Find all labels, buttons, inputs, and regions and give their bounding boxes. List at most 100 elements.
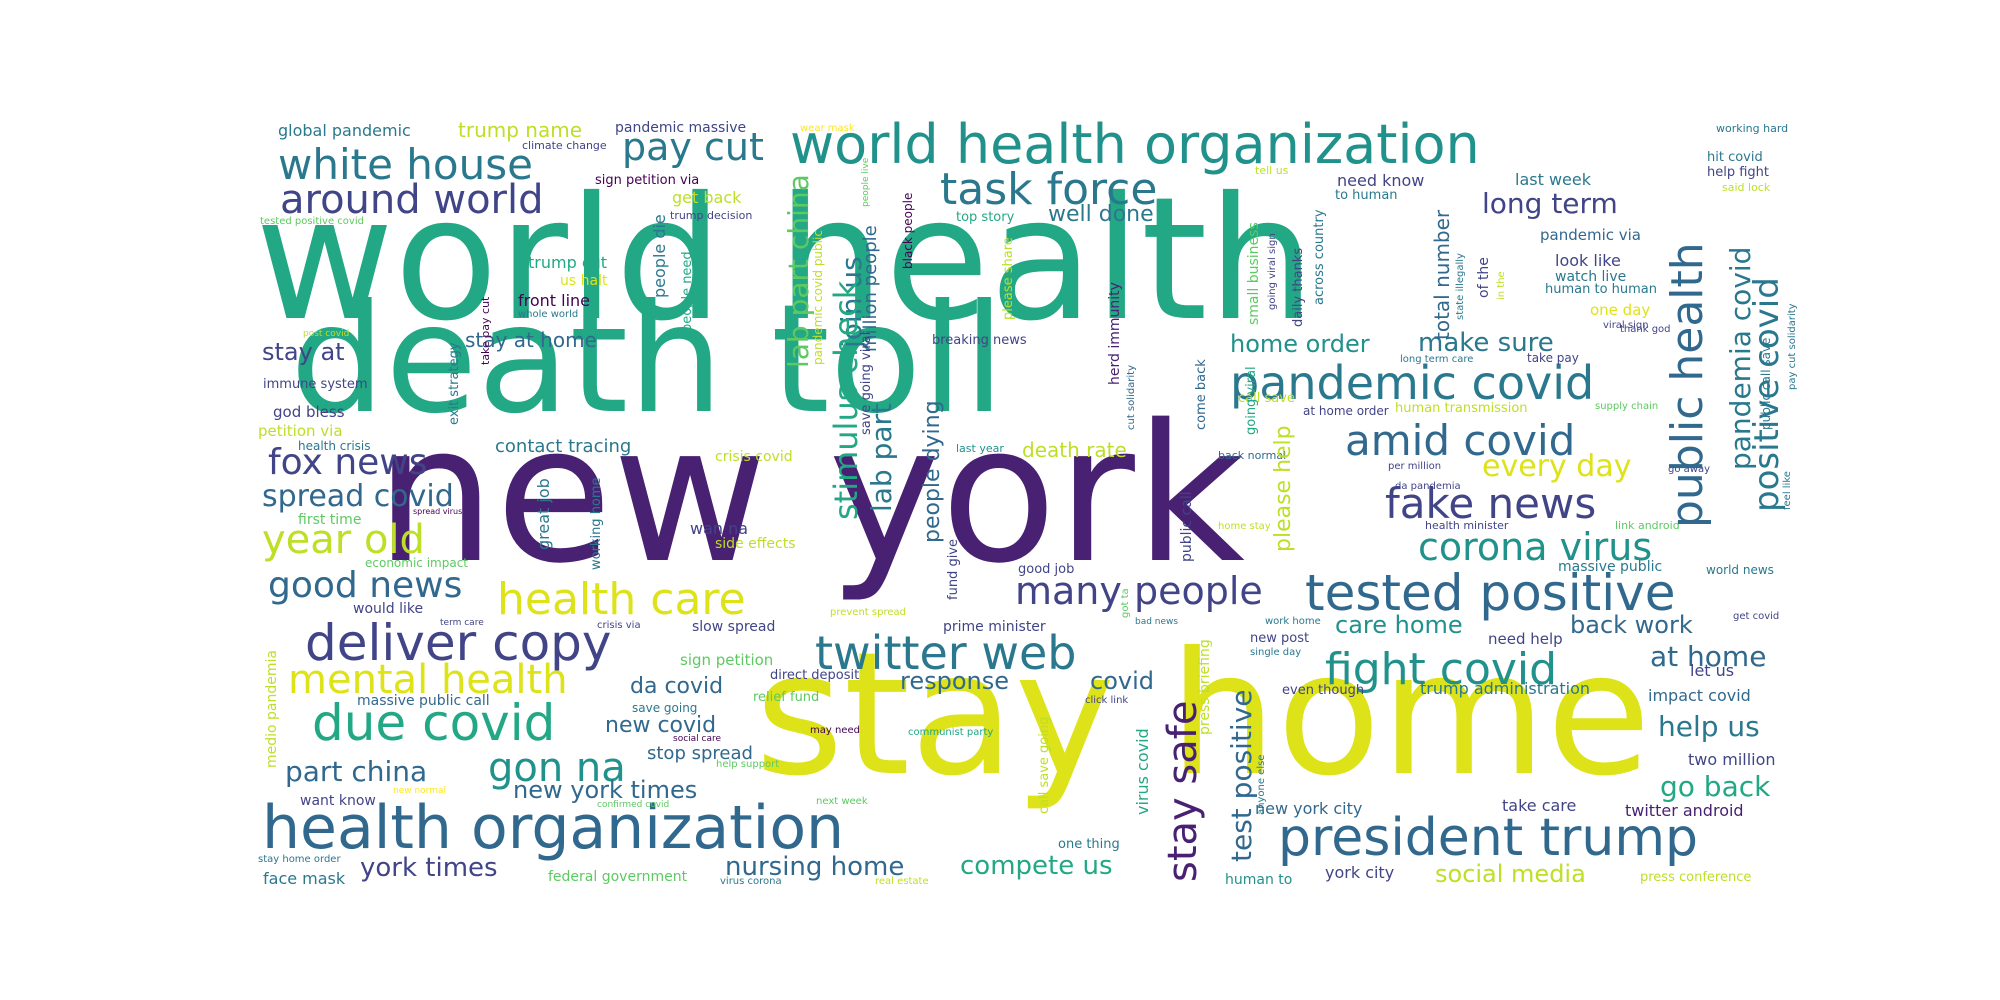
word: to human: [1335, 188, 1398, 203]
word: may need: [810, 725, 860, 736]
word: twitter web: [815, 626, 1077, 680]
word: well done: [1048, 202, 1154, 227]
word: massive public call: [357, 693, 490, 709]
word: due covid: [312, 694, 556, 752]
word: test positive: [1225, 689, 1258, 863]
word: at home order: [1303, 404, 1389, 418]
word: term care: [440, 618, 484, 628]
word: long term: [1482, 187, 1618, 220]
word: first time: [298, 512, 362, 528]
word: york city: [1325, 863, 1395, 882]
word: stay at: [262, 338, 345, 366]
word: wan na: [690, 519, 749, 538]
word: thank god: [1620, 324, 1671, 335]
word: stop spread: [647, 743, 753, 764]
word: death rate: [1022, 438, 1127, 462]
word: need help: [1488, 630, 1563, 648]
word: cut solidarity: [1126, 364, 1137, 430]
word: fox news: [268, 442, 428, 483]
word: human to human: [1545, 282, 1658, 297]
word: response: [900, 667, 1010, 695]
word: working hard: [1716, 122, 1789, 135]
word: york times: [360, 853, 498, 883]
word: last year: [956, 442, 1004, 455]
word: working home: [589, 477, 604, 570]
word: new post: [1250, 631, 1310, 646]
word: take pay cut: [479, 296, 492, 365]
word: said lock: [1722, 181, 1771, 194]
word: new normal: [393, 786, 446, 796]
word: please share: [1001, 237, 1016, 320]
word: take pay: [1527, 351, 1579, 365]
word: slow spread: [692, 619, 776, 635]
word: prime minister: [943, 619, 1046, 635]
word: contact tracing: [495, 436, 632, 457]
word: tell us: [1255, 164, 1289, 177]
word: medio pandemia: [264, 650, 280, 768]
word: many people: [1015, 569, 1263, 613]
word: world health: [255, 161, 1316, 359]
word: long term care: [1400, 354, 1474, 365]
word: da covid: [630, 674, 724, 699]
word: death toll: [290, 273, 1005, 447]
word: pay cut solidarity: [1787, 303, 1798, 390]
word: crisis via: [597, 620, 641, 631]
word: confirmed covid: [597, 800, 670, 810]
word: task force: [940, 164, 1158, 215]
word: watch live: [1555, 269, 1627, 285]
word: twitter android: [1625, 801, 1744, 820]
word: people live: [861, 157, 871, 207]
word: even though: [1282, 683, 1365, 698]
word: global pandemic: [278, 121, 411, 140]
word: good job: [1018, 562, 1075, 577]
word: lab part china: [782, 174, 815, 368]
word: two million: [1688, 750, 1776, 769]
word: corona virus: [1418, 525, 1653, 569]
word: real estate: [875, 876, 929, 887]
word: per million: [1388, 461, 1442, 472]
word: public health: [1662, 242, 1713, 528]
word: help us: [1658, 710, 1760, 743]
word: one day: [1590, 301, 1651, 319]
word: sign petition: [680, 651, 774, 669]
word: please help: [1271, 425, 1296, 552]
word: next week: [816, 796, 868, 807]
word: at home: [1650, 640, 1767, 673]
word: want know: [300, 793, 376, 809]
word: human transmission: [1395, 401, 1528, 416]
word: across country: [1312, 209, 1327, 305]
word: impact covid: [1648, 686, 1751, 705]
word: would like: [353, 601, 424, 617]
word: around world: [280, 177, 544, 223]
word: spread covid: [262, 479, 454, 514]
word: human to: [1225, 872, 1293, 888]
word: relief fund: [753, 690, 820, 705]
word: new york: [375, 384, 1245, 605]
word: call save going: [1037, 716, 1052, 814]
word: wear mask: [800, 123, 855, 134]
word: top story: [956, 210, 1015, 225]
word: virus corona: [720, 876, 782, 887]
word: stimulus check: [827, 280, 865, 520]
word: health crisis: [298, 439, 371, 453]
word: people need: [680, 251, 695, 332]
word: post covid: [303, 329, 350, 339]
word: people die: [650, 214, 669, 298]
word: good news: [268, 565, 463, 606]
word: home stay: [1218, 521, 1271, 532]
word: back work: [1570, 611, 1693, 639]
word: health care: [497, 574, 746, 625]
word: get back: [672, 188, 742, 207]
word: virus covid: [1133, 728, 1152, 815]
word: massive public: [1558, 559, 1663, 575]
word: amid covid: [1345, 416, 1576, 465]
word: supply chain: [1595, 401, 1659, 412]
word: deliver copy: [305, 614, 612, 672]
word: new covid: [605, 713, 717, 738]
word: stay home order: [258, 854, 341, 865]
word: social care: [673, 734, 722, 744]
word: pandemic massive: [615, 120, 747, 136]
word: federal government: [548, 869, 688, 885]
word: exit strategy: [447, 342, 462, 425]
